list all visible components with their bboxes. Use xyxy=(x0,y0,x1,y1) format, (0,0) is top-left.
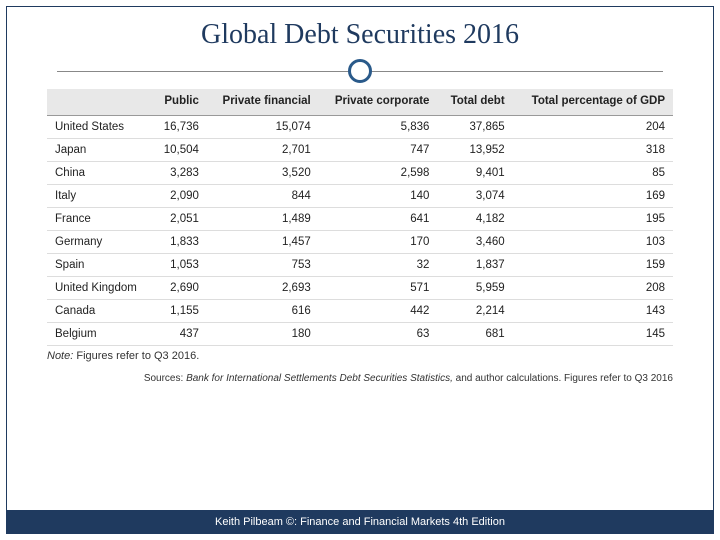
cell-total: 13,952 xyxy=(437,138,512,161)
cell-pc: 571 xyxy=(319,276,438,299)
cell-pf: 1,457 xyxy=(207,230,319,253)
title-area: Global Debt Securities 2016 xyxy=(7,7,713,51)
cell-pct: 159 xyxy=(513,253,673,276)
table-row: Germany1,8331,4571703,460103 xyxy=(47,230,673,253)
cell-pf: 2,693 xyxy=(207,276,319,299)
cell-public: 2,090 xyxy=(152,184,207,207)
sources-label: Sources: xyxy=(144,373,186,384)
cell-total: 2,214 xyxy=(437,299,512,322)
table-container: Public Private financial Private corpora… xyxy=(47,89,673,385)
sources-italic: Bank for International Settlements Debt … xyxy=(186,373,453,384)
cell-pc: 5,836 xyxy=(319,115,438,138)
sources-rest: and author calculations. Figures refer t… xyxy=(453,373,673,384)
col-public: Public xyxy=(152,89,207,115)
table-row: Japan10,5042,70174713,952318 xyxy=(47,138,673,161)
cell-public: 2,051 xyxy=(152,207,207,230)
cell-total: 9,401 xyxy=(437,161,512,184)
col-pct-gdp: Total percentage of GDP xyxy=(513,89,673,115)
cell-public: 1,833 xyxy=(152,230,207,253)
cell-pf: 1,489 xyxy=(207,207,319,230)
cell-pct: 143 xyxy=(513,299,673,322)
cell-pct: 103 xyxy=(513,230,673,253)
cell-public: 16,736 xyxy=(152,115,207,138)
col-private-financial: Private financial xyxy=(207,89,319,115)
cell-pf: 753 xyxy=(207,253,319,276)
cell-country: Canada xyxy=(47,299,152,322)
page-title: Global Debt Securities 2016 xyxy=(27,19,693,51)
table-row: United States16,73615,0745,83637,865204 xyxy=(47,115,673,138)
cell-public: 1,155 xyxy=(152,299,207,322)
cell-public: 10,504 xyxy=(152,138,207,161)
cell-total: 1,837 xyxy=(437,253,512,276)
cell-public: 1,053 xyxy=(152,253,207,276)
col-country xyxy=(47,89,152,115)
cell-total: 4,182 xyxy=(437,207,512,230)
cell-total: 3,074 xyxy=(437,184,512,207)
cell-country: Belgium xyxy=(47,322,152,345)
table-body: United States16,73615,0745,83637,865204J… xyxy=(47,115,673,345)
table-row: Canada1,1556164422,214143 xyxy=(47,299,673,322)
cell-pc: 747 xyxy=(319,138,438,161)
cell-pf: 2,701 xyxy=(207,138,319,161)
cell-public: 437 xyxy=(152,322,207,345)
cell-pc: 140 xyxy=(319,184,438,207)
cell-pf: 616 xyxy=(207,299,319,322)
cell-pct: 145 xyxy=(513,322,673,345)
cell-pf: 180 xyxy=(207,322,319,345)
col-total-debt: Total debt xyxy=(437,89,512,115)
note-label: Note: xyxy=(47,350,73,362)
table-row: United Kingdom2,6902,6935715,959208 xyxy=(47,276,673,299)
cell-pc: 170 xyxy=(319,230,438,253)
divider-circle-icon xyxy=(348,59,372,83)
debt-table: Public Private financial Private corpora… xyxy=(47,89,673,346)
cell-country: United States xyxy=(47,115,152,138)
cell-pf: 3,520 xyxy=(207,161,319,184)
title-divider xyxy=(57,57,663,87)
cell-pct: 204 xyxy=(513,115,673,138)
table-row: China3,2833,5202,5989,40185 xyxy=(47,161,673,184)
cell-pf: 844 xyxy=(207,184,319,207)
cell-public: 3,283 xyxy=(152,161,207,184)
cell-country: France xyxy=(47,207,152,230)
cell-country: Spain xyxy=(47,253,152,276)
cell-pc: 2,598 xyxy=(319,161,438,184)
cell-country: United Kingdom xyxy=(47,276,152,299)
cell-country: Japan xyxy=(47,138,152,161)
cell-pc: 63 xyxy=(319,322,438,345)
cell-pct: 318 xyxy=(513,138,673,161)
table-row: Belgium43718063681145 xyxy=(47,322,673,345)
col-private-corporate: Private corporate xyxy=(319,89,438,115)
cell-pct: 208 xyxy=(513,276,673,299)
cell-pct: 169 xyxy=(513,184,673,207)
slide-footer: Keith Pilbeam ©: Finance and Financial M… xyxy=(6,510,714,534)
note-text: Figures refer to Q3 2016. xyxy=(73,350,199,362)
cell-pc: 641 xyxy=(319,207,438,230)
cell-pc: 442 xyxy=(319,299,438,322)
cell-pct: 85 xyxy=(513,161,673,184)
table-note: Note: Figures refer to Q3 2016. xyxy=(47,350,673,362)
cell-pct: 195 xyxy=(513,207,673,230)
table-row: France2,0511,4896414,182195 xyxy=(47,207,673,230)
table-row: Italy2,0908441403,074169 xyxy=(47,184,673,207)
table-header: Public Private financial Private corpora… xyxy=(47,89,673,115)
cell-country: Germany xyxy=(47,230,152,253)
table-sources: Sources: Bank for International Settleme… xyxy=(47,372,673,385)
cell-total: 3,460 xyxy=(437,230,512,253)
cell-country: Italy xyxy=(47,184,152,207)
cell-total: 5,959 xyxy=(437,276,512,299)
cell-pc: 32 xyxy=(319,253,438,276)
table-row: Spain1,053753321,837159 xyxy=(47,253,673,276)
cell-public: 2,690 xyxy=(152,276,207,299)
cell-pf: 15,074 xyxy=(207,115,319,138)
cell-country: China xyxy=(47,161,152,184)
slide-frame: Global Debt Securities 2016 Public Priva… xyxy=(6,6,714,534)
cell-total: 37,865 xyxy=(437,115,512,138)
cell-total: 681 xyxy=(437,322,512,345)
